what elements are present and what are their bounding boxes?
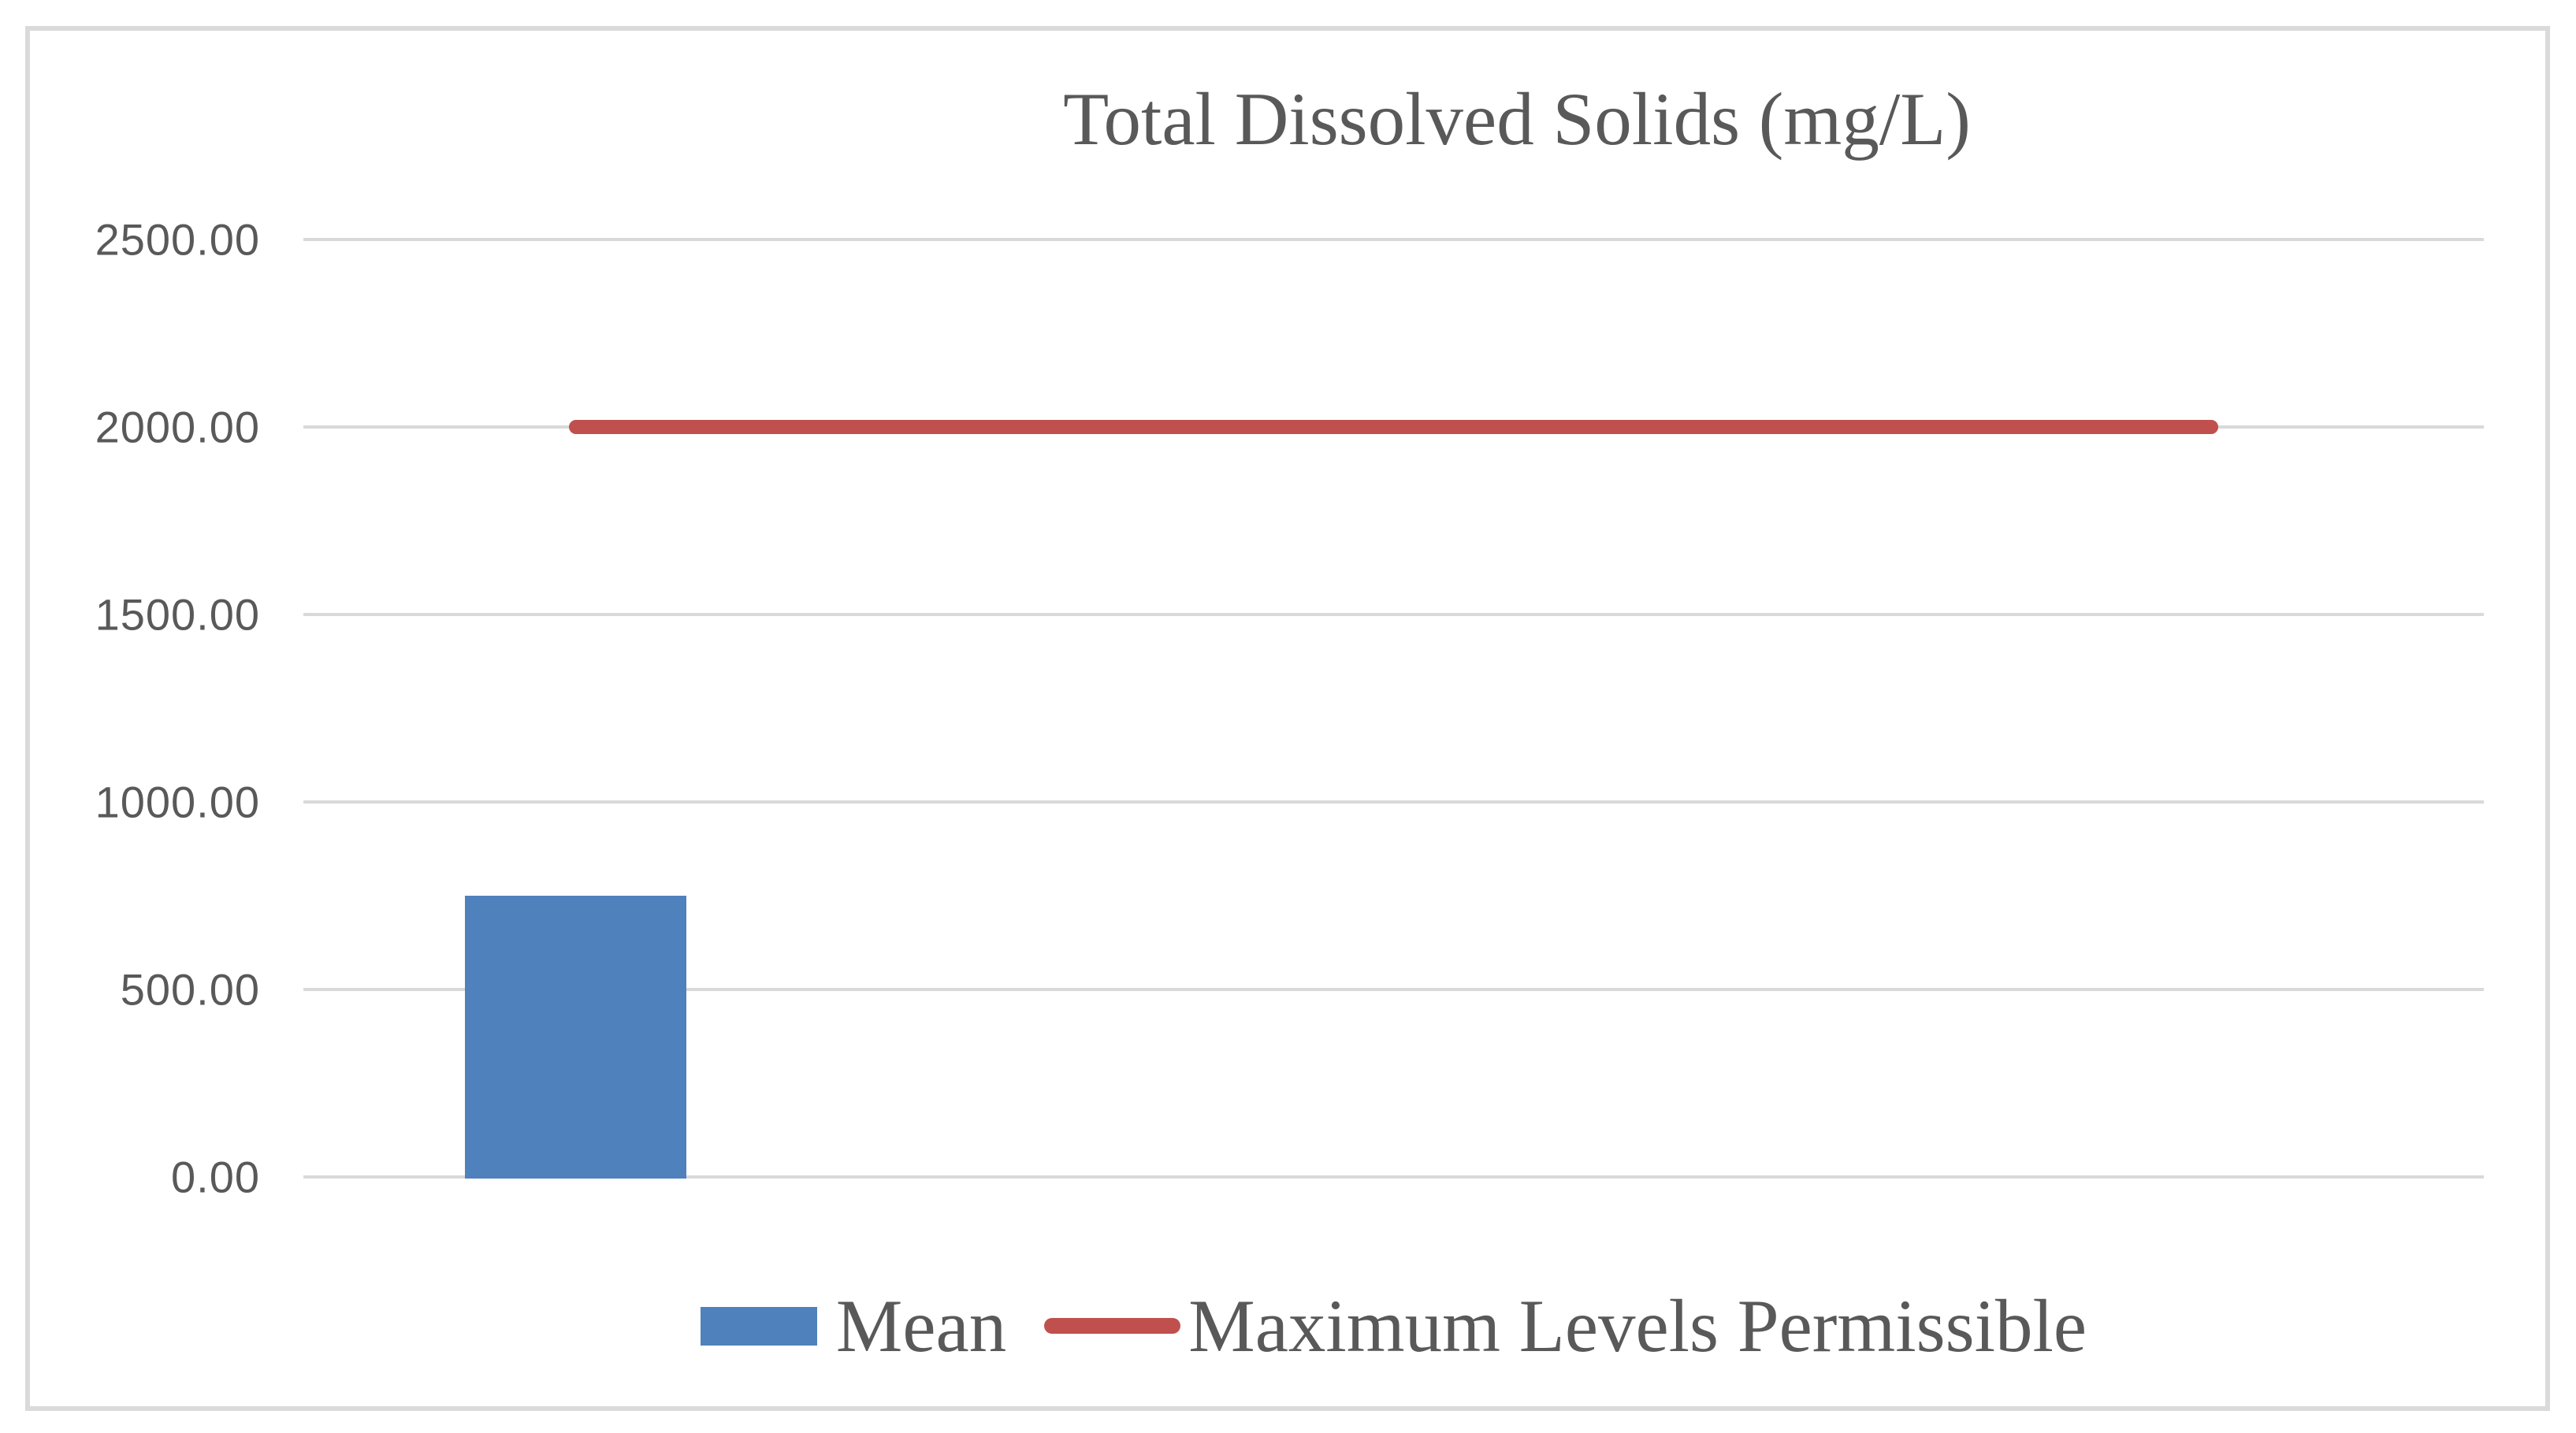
y-gridline: [303, 1175, 2484, 1179]
chart-outer-border: [25, 26, 2550, 1411]
legend-item-mean: Mean: [700, 1283, 1007, 1369]
mean-bar: [465, 896, 686, 1179]
legend-label-max-permissible: Maximum Levels Permissible: [1188, 1284, 2087, 1368]
legend-item-max-permissible: Maximum Levels Permissible: [1044, 1283, 2087, 1369]
max-permissible-line: [569, 420, 2218, 434]
chart-title: Total Dissolved Solids (mg/L): [1063, 77, 1971, 161]
y-axis-tick-label: 1000.00: [95, 777, 260, 827]
legend: Mean Maximum Levels Permissible: [303, 1267, 2484, 1385]
y-axis-tick-label: 1500.00: [95, 589, 260, 640]
y-gridline: [303, 613, 2484, 616]
y-axis-tick-label: 0.00: [171, 1152, 260, 1202]
y-gridline: [303, 238, 2484, 241]
y-gridline: [303, 988, 2484, 991]
legend-bar-swatch-icon: [700, 1306, 817, 1346]
legend-line-swatch-icon: [1044, 1318, 1181, 1334]
y-axis-tick-label: 2000.00: [95, 402, 260, 452]
y-gridline: [303, 800, 2484, 804]
y-axis-tick-label: 500.00: [120, 964, 260, 1015]
legend-label-mean: Mean: [835, 1284, 1007, 1368]
y-axis-tick-label: 2500.00: [95, 214, 260, 265]
